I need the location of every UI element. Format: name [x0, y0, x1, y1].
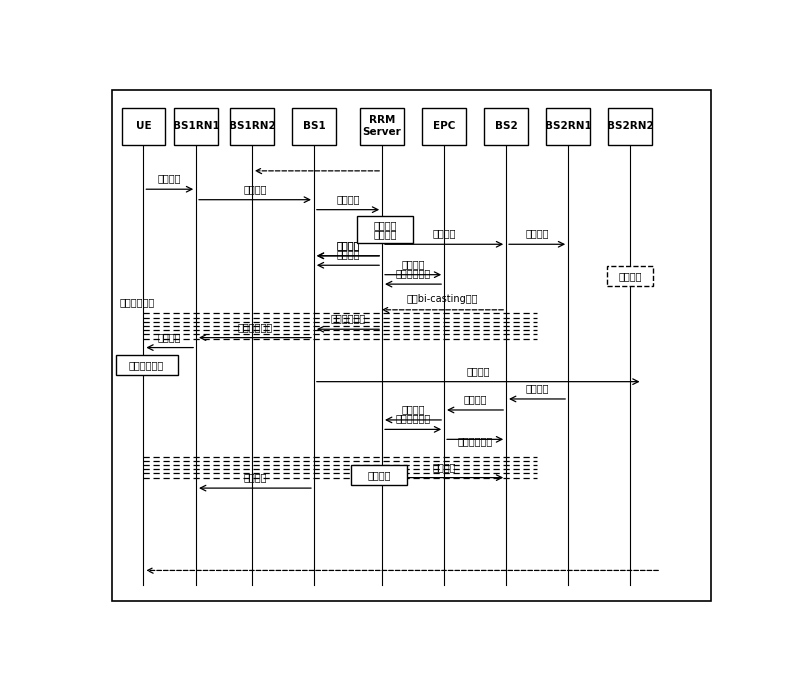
Text: 路径更新确认: 路径更新确认 [395, 413, 430, 424]
Text: 资源指示: 资源指示 [336, 240, 360, 250]
Bar [292, 108, 335, 144]
Text: 切换完成: 切换完成 [526, 383, 549, 393]
Bar [361, 108, 404, 144]
Text: 资源预留: 资源预留 [618, 271, 642, 281]
Bar [174, 108, 218, 144]
Text: UE: UE [135, 121, 151, 131]
Bar [115, 355, 178, 375]
Bar [422, 108, 466, 144]
Text: 资源响应: 资源响应 [336, 249, 360, 259]
Text: 路径指示: 路径指示 [402, 259, 425, 269]
Text: 资源释放: 资源释放 [367, 470, 390, 480]
Text: 资源响应: 资源响应 [336, 240, 360, 250]
Text: 执行上行切换: 执行上行切换 [129, 360, 164, 370]
Bar [546, 108, 590, 144]
Bar [351, 465, 407, 485]
Text: RRM
Server: RRM Server [362, 116, 402, 137]
Bar [607, 266, 654, 286]
Text: BS2RN1: BS2RN1 [545, 121, 591, 131]
Text: 测量报告: 测量报告 [336, 194, 360, 204]
Text: EPC: EPC [433, 121, 455, 131]
Text: 资源释放: 资源释放 [243, 473, 266, 482]
Text: BS2RN2: BS2RN2 [606, 121, 654, 131]
Text: 开始bi-casting数据: 开始bi-casting数据 [407, 294, 478, 304]
Text: 测量报告响应: 测量报告响应 [330, 313, 366, 323]
Text: 切换完成: 切换完成 [466, 366, 490, 376]
Text: 切换命令: 切换命令 [158, 332, 182, 342]
Text: BS2: BS2 [494, 121, 518, 131]
Bar [485, 108, 528, 144]
Bar [122, 108, 165, 144]
Text: 切换完成: 切换完成 [463, 394, 487, 405]
Text: 列表判决: 列表判决 [374, 229, 397, 238]
Text: 切换目标: 切换目标 [374, 221, 397, 230]
Text: 下行业务分集: 下行业务分集 [119, 297, 155, 307]
Text: BS1RN2: BS1RN2 [229, 121, 275, 131]
Text: BS1: BS1 [302, 121, 326, 131]
Text: 资源释放: 资源释放 [432, 462, 456, 472]
Text: 测量报告: 测量报告 [243, 184, 266, 194]
Text: 资源指示: 资源指示 [432, 229, 456, 238]
Text: 路径更新: 路径更新 [402, 404, 425, 414]
Text: 资源指示: 资源指示 [526, 229, 549, 238]
Text: 切换完成确认: 切换完成确认 [458, 436, 493, 446]
Bar [608, 108, 652, 144]
Text: 测量报告响应: 测量报告响应 [238, 322, 273, 332]
Bar [358, 216, 413, 243]
Text: BS1RN1: BS1RN1 [173, 121, 219, 131]
Bar [230, 108, 274, 144]
Text: 测量报告: 测量报告 [158, 174, 182, 183]
Text: 路径指示确认: 路径指示确认 [395, 268, 430, 279]
